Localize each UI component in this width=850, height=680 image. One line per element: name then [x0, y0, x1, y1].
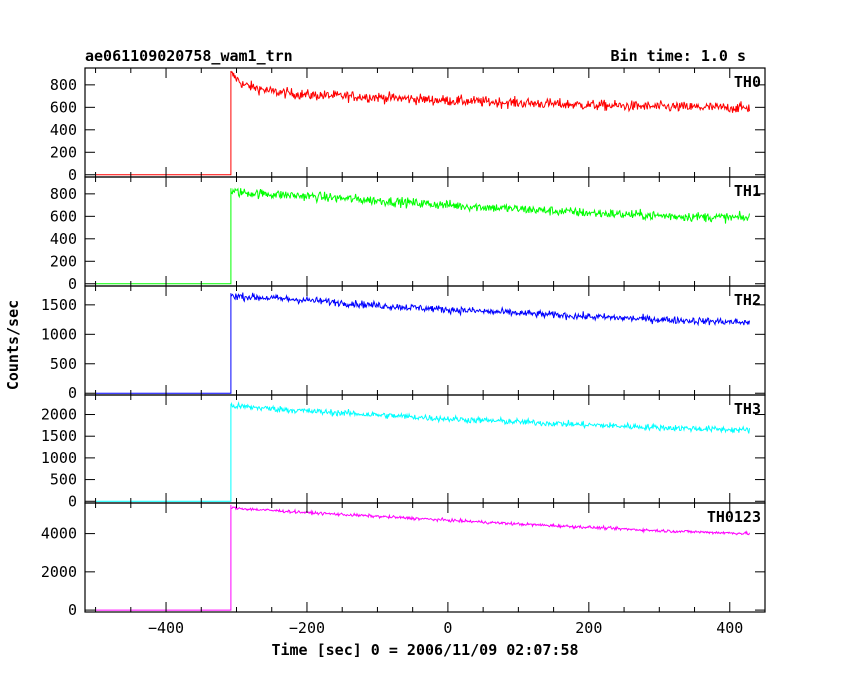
panel-th0: 0 200 400 600 800 TH0 [50, 67, 766, 184]
series-label: TH2 [734, 291, 761, 309]
panel-frame [84, 285, 766, 396]
y-axis-title: Counts/sec [4, 300, 22, 390]
series-line-th0123 [95, 504, 750, 611]
y-tick-label: 0 [68, 492, 77, 510]
x-axis-title: Time [sec] 0 = 2006/11/09 02:07:58 [271, 641, 578, 659]
y-tick-label: 0 [68, 275, 77, 293]
x-tick-label: 0 [443, 619, 452, 637]
y-tick-label: 400 [50, 121, 77, 139]
y-tick-label: 400 [50, 230, 77, 248]
y-tick-label: 2000 [41, 406, 77, 424]
y-tick-label: 600 [50, 207, 77, 225]
x-tick-label: −400 [148, 619, 184, 637]
y-tick-label: 600 [50, 98, 77, 116]
y-tick-label: 1000 [41, 449, 77, 467]
y-tick-label: 800 [50, 76, 77, 94]
x-tick-label: 400 [716, 619, 743, 637]
x-tick-label: 200 [575, 619, 602, 637]
y-tick-label: 2000 [41, 563, 77, 581]
y-tick-label: 0 [68, 166, 77, 184]
panel-frame [84, 176, 766, 287]
y-tick-label: 1500 [41, 296, 77, 314]
panel-th1: 0 200 400 600 800 TH1 [50, 176, 766, 293]
y-tick-label: 800 [50, 185, 77, 203]
series-label: TH1 [734, 182, 761, 200]
x-tick-label: −200 [289, 619, 325, 637]
panel-frame [84, 502, 766, 613]
series-line-th0 [95, 70, 750, 176]
series-line-th2 [95, 292, 750, 394]
y-tick-label: 500 [50, 355, 77, 373]
panel-th3: 0 500 1000 1500 2000 TH3 [41, 394, 766, 510]
y-tick-label: 200 [50, 252, 77, 270]
y-tick-label: 4000 [41, 525, 77, 543]
panel-frame [84, 67, 766, 178]
panel-th2: 0 500 1000 1500 TH2 [41, 285, 766, 402]
panel-th0123: 0 2000 4000 TH0123 [41, 502, 766, 619]
chart-title: ae061109020758_wam1_trn [85, 47, 293, 65]
bin-time-label: Bin time: 1.0 s [611, 47, 746, 65]
series-label: TH0123 [707, 508, 761, 526]
y-tick-label: 0 [68, 384, 77, 402]
y-tick-label: 0 [68, 601, 77, 619]
series-label: TH3 [734, 400, 761, 418]
y-tick-label: 1500 [41, 427, 77, 445]
panel-frame [84, 394, 766, 504]
series-line-th3 [95, 401, 750, 502]
y-tick-label: 1000 [41, 325, 77, 343]
panels-group: 0 200 400 600 800 TH0 0 200 400 600 800 TH1 0 500 1000… [41, 67, 766, 637]
y-tick-label: 200 [50, 143, 77, 161]
y-tick-label: 500 [50, 471, 77, 489]
series-label: TH0 [734, 73, 761, 91]
series-line-th1 [95, 187, 750, 285]
